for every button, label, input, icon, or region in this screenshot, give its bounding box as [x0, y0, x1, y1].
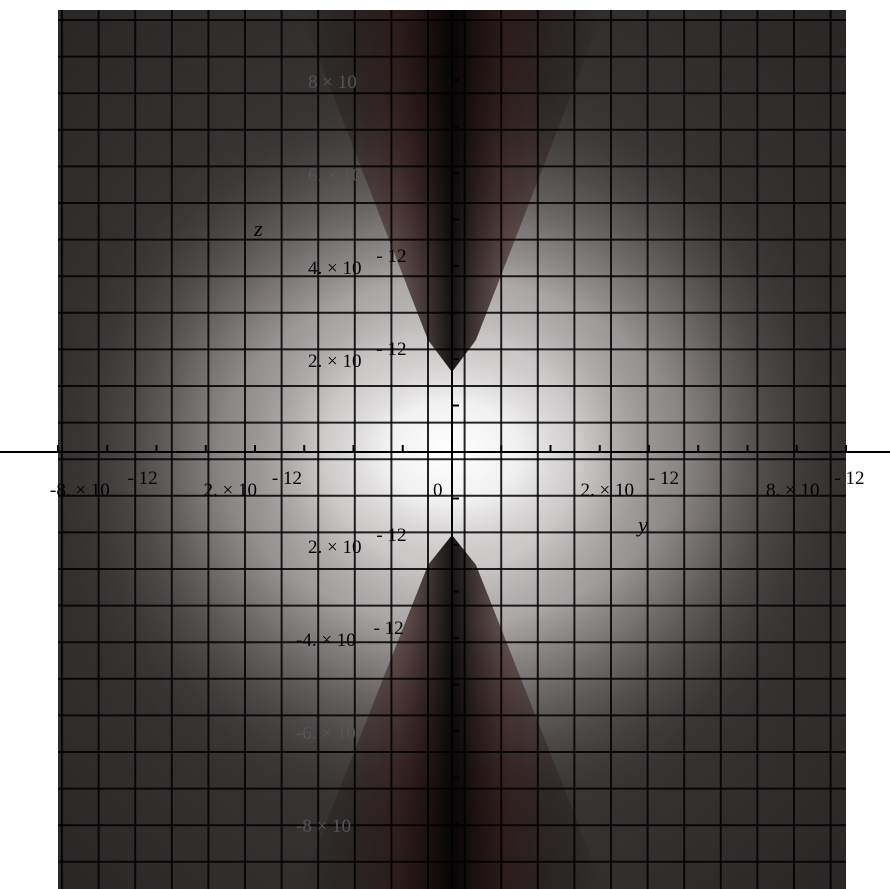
axis-labels: 0 y z — [253, 216, 648, 537]
x-tick-exponent: - 12 — [128, 468, 158, 489]
origin-label: 0 — [433, 480, 443, 501]
y-tick-label: 2. × 10 — [308, 351, 361, 372]
x-tick-exponent: - 12 — [649, 468, 679, 489]
y-axis-title: z — [253, 216, 263, 241]
x-tick-label: 8. × 10 — [766, 480, 819, 501]
y-tick-exponent: - 12 — [376, 246, 406, 267]
x-tick-label: 2. × 10 — [581, 480, 634, 501]
y-tick-exponent: - 12 — [376, 339, 406, 360]
x-axis-title: y — [636, 512, 648, 537]
x-tick-label: 2. × 10 — [204, 480, 257, 501]
x-tick-exponent: - 12 — [834, 468, 864, 489]
y-tick-exponent: - 12 — [374, 618, 404, 639]
y-tick-label: 8 × 10 — [308, 72, 357, 93]
x-tick-label: -8. × 10 — [50, 480, 110, 501]
y-tick-label: -8 × 10 — [296, 816, 351, 837]
axes — [0, 10, 890, 889]
y-tick-label: 4. × 10 — [308, 258, 361, 279]
y-tick-label: -4. × 10 — [296, 630, 356, 651]
y-tick-exponent: - 12 — [376, 525, 406, 546]
x-tick-exponent: - 12 — [272, 468, 302, 489]
y-tick-labels: 8 × 10 6. × 10 4. × 10 - 12 2. × 10 - 12 2. × … — [296, 72, 406, 837]
y-tick-label: 6. × 10 — [308, 165, 361, 186]
x-tick-labels: -8. × 10 - 12 2. × 10 - 12 2. × 10 - 12 8. × 1… — [50, 468, 864, 501]
y-tick-label: 2. × 10 — [308, 537, 361, 558]
y-tick-label: -6. × 10 — [296, 723, 356, 744]
